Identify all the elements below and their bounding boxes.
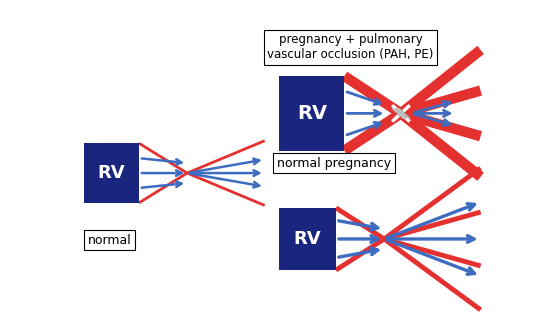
- FancyBboxPatch shape: [84, 143, 139, 203]
- FancyBboxPatch shape: [279, 208, 336, 270]
- Text: normal pregnancy: normal pregnancy: [277, 157, 391, 170]
- Text: RV: RV: [98, 164, 126, 182]
- Text: normal: normal: [88, 234, 131, 247]
- Text: RV: RV: [294, 230, 321, 248]
- Text: RV: RV: [297, 104, 327, 123]
- Text: pregnancy + pulmonary
vascular occlusion (PAH, PE): pregnancy + pulmonary vascular occlusion…: [267, 34, 434, 61]
- FancyBboxPatch shape: [279, 76, 345, 151]
